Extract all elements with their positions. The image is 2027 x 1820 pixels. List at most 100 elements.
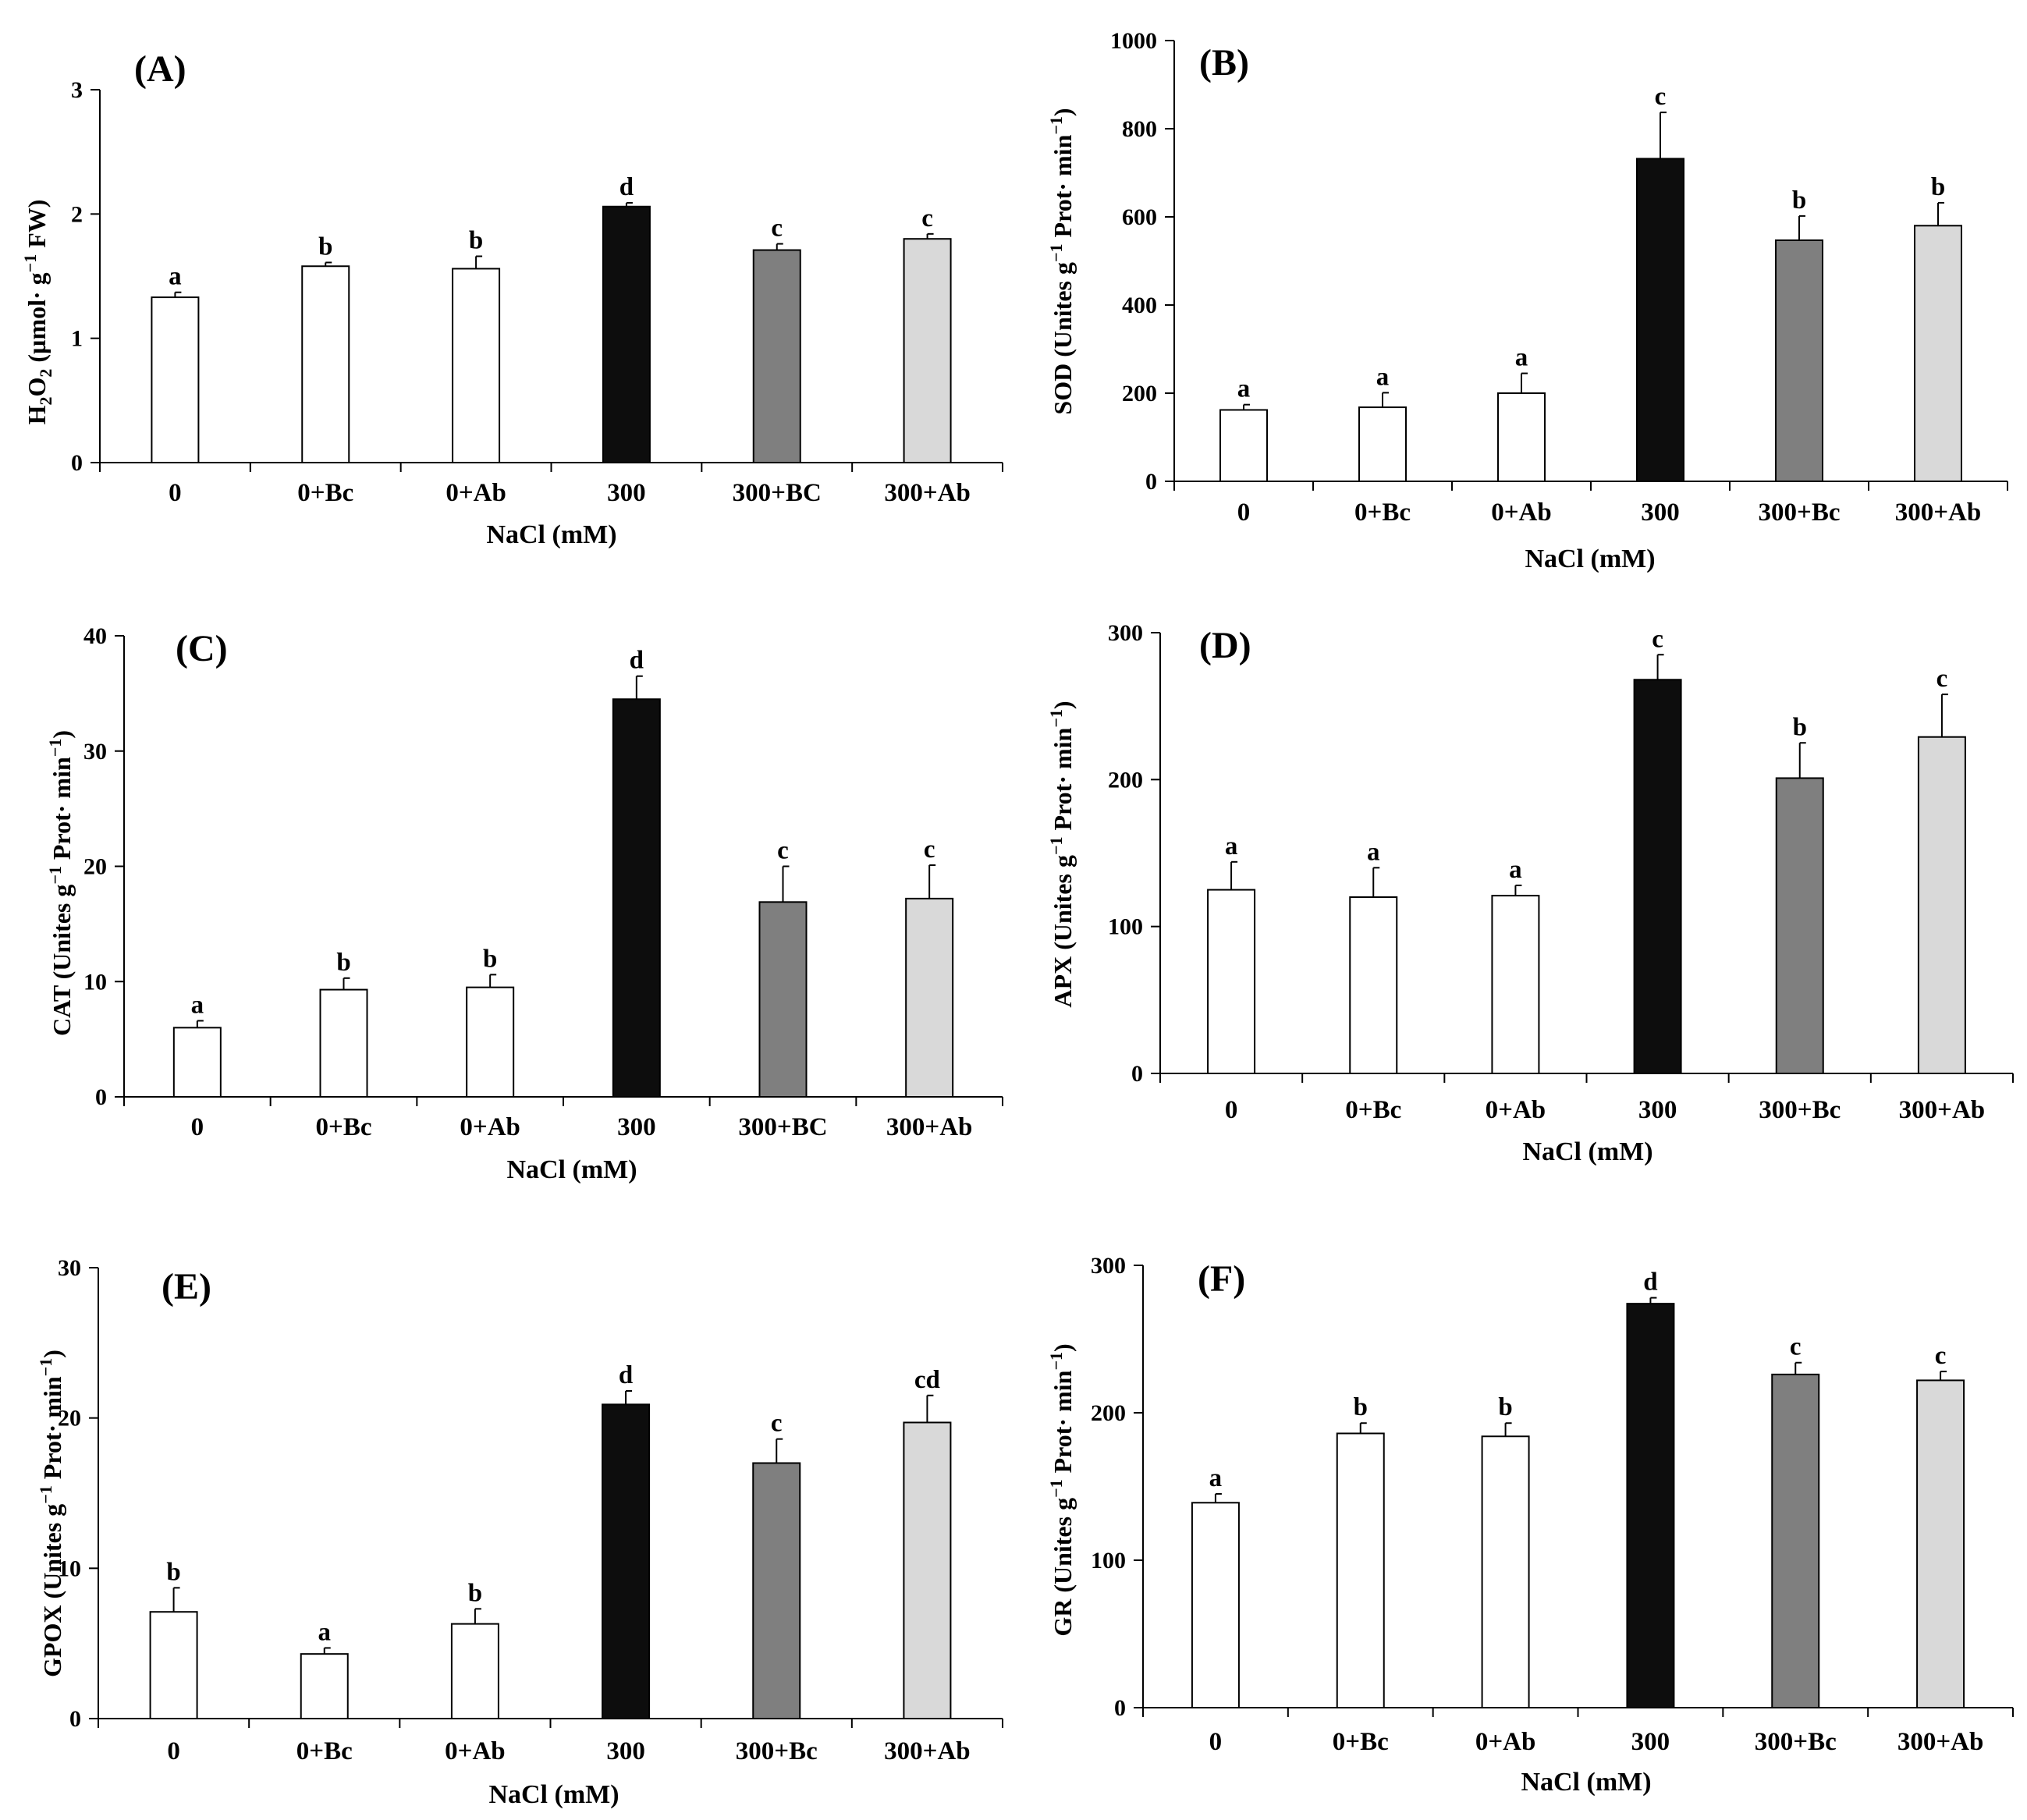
x-tick-label: 300	[1638, 1096, 1677, 1124]
bar	[1207, 889, 1256, 1075]
significance-letter: b	[166, 1558, 180, 1586]
y-tick-label: 800	[1122, 116, 1157, 142]
x-axis-label: NaCl (mM)	[1521, 1768, 1651, 1797]
bar	[319, 988, 368, 1098]
significance-letter: b	[483, 945, 497, 973]
y-tick-label: 0	[1131, 1061, 1143, 1087]
significance-letter: a	[1225, 832, 1238, 860]
x-tick-label: 0+Bc	[1333, 1728, 1389, 1756]
x-tick-label: 0+Bc	[296, 1737, 353, 1765]
x-tick-label: 0+Ab	[460, 1113, 520, 1141]
x-tick-label: 300	[606, 1737, 645, 1765]
y-axis-label: CAT (Unites g−1 Prot· min−1)	[45, 730, 76, 1036]
bar	[151, 296, 200, 463]
significance-letter: b	[318, 232, 332, 261]
y-tick-label: 0	[1145, 469, 1157, 495]
bar	[1636, 158, 1684, 482]
x-tick-label: 300+Ab	[886, 1113, 973, 1141]
significance-letter: b	[1498, 1393, 1512, 1421]
significance-letter: b	[1931, 173, 1945, 201]
x-tick-label: 0+Ab	[1491, 498, 1552, 527]
bar	[1771, 1373, 1820, 1708]
y-axis-label: GPOX (Unites g−1 Prot· min−1)	[36, 1350, 66, 1677]
x-tick-label: 0	[1225, 1096, 1238, 1124]
panel-e: (E) GPOX (Unites g−1 Prot· min−1) NaCl (…	[36, 1255, 1003, 1809]
panel-d: (D) APX (Unites g−1 Prot· min−1) NaCl (m…	[1046, 620, 2014, 1166]
y-tick-label: 100	[1091, 1548, 1126, 1573]
significance-letter: a	[318, 1618, 332, 1646]
significance-letter: c	[771, 215, 783, 243]
bar	[452, 268, 501, 463]
bar	[612, 698, 661, 1098]
significance-letter: b	[468, 1579, 482, 1607]
significance-letter: a	[1376, 363, 1390, 391]
bar	[758, 901, 808, 1098]
x-tick-label: 0+Bc	[316, 1113, 372, 1141]
panel-label: (E)	[162, 1266, 211, 1307]
y-tick-label: 300	[1108, 620, 1143, 646]
bar	[1219, 409, 1268, 482]
significance-letter: c	[921, 204, 933, 232]
panel-label: (C)	[176, 628, 228, 669]
x-axis-label: NaCl (mM)	[1522, 1137, 1652, 1166]
y-tick-label: 20	[83, 854, 107, 880]
bar	[172, 1027, 222, 1098]
significance-letter: c	[1655, 83, 1667, 111]
significance-letter: a	[1515, 344, 1528, 372]
bar	[149, 1611, 198, 1720]
bar	[1497, 392, 1546, 482]
x-tick-label: 0	[191, 1113, 204, 1141]
bar	[752, 249, 801, 463]
bar	[1775, 239, 1823, 482]
significance-letter: a	[1209, 1464, 1223, 1492]
bar	[300, 1653, 349, 1719]
bar	[1914, 225, 1962, 482]
y-axis-label: SOD (Unites g−1 Prot· min−1)	[1046, 108, 1077, 414]
y-tick-label: 200	[1122, 381, 1157, 406]
significance-letter: b	[1354, 1393, 1368, 1421]
bar	[1917, 736, 1966, 1074]
x-tick-label: 0+Bc	[297, 479, 353, 507]
bar	[905, 897, 954, 1098]
x-tick-label: 300	[1631, 1728, 1670, 1756]
bar	[1358, 406, 1407, 483]
x-tick-label: 0+Ab	[445, 1737, 506, 1765]
x-axis-label: NaCl (mM)	[506, 1155, 637, 1184]
x-tick-label: 300+BC	[738, 1113, 827, 1141]
bar	[1916, 1379, 1965, 1709]
bar	[301, 265, 350, 463]
significance-letter: b	[1792, 186, 1806, 215]
significance-letter: d	[630, 647, 644, 675]
y-axis-label: GR (Unites g−1 Prot· min−1)	[1046, 1343, 1077, 1636]
significance-letter: a	[169, 263, 182, 291]
x-tick-label: 0	[169, 479, 182, 507]
x-tick-label: 300+BC	[733, 479, 822, 507]
x-tick-label: 300+Bc	[736, 1737, 818, 1765]
significance-letter: d	[619, 173, 634, 201]
x-tick-label: 300+Ab	[884, 1737, 971, 1765]
x-tick-label: 0	[167, 1737, 180, 1765]
bar	[602, 1403, 651, 1719]
significance-letter: c	[777, 837, 789, 865]
significance-letter: a	[191, 991, 204, 1019]
bar	[1349, 896, 1398, 1074]
y-tick-label: 0	[95, 1084, 107, 1110]
bar	[1491, 895, 1540, 1075]
panel-c: (C) CAT (Unites g−1 Prot· min−1) NaCl (m…	[45, 623, 1003, 1184]
significance-letter: c	[924, 835, 935, 864]
x-tick-label: 0+Ab	[1475, 1728, 1536, 1756]
y-tick-label: 40	[83, 623, 107, 649]
y-tick-label: 10	[58, 1556, 81, 1581]
bar	[1481, 1435, 1530, 1708]
y-tick-label: 2	[71, 201, 83, 227]
x-tick-label: 300+Ab	[1897, 1728, 1984, 1756]
significance-letter: a	[1509, 856, 1522, 884]
y-tick-label: 30	[58, 1255, 81, 1281]
significance-letter: d	[619, 1361, 633, 1389]
significance-letter: d	[1643, 1268, 1657, 1297]
bar	[1633, 679, 1682, 1074]
significance-letter: a	[1237, 375, 1251, 403]
x-tick-label: 300	[607, 479, 646, 507]
significance-letter: c	[1652, 625, 1663, 653]
x-axis-label: NaCl (mM)	[486, 520, 616, 549]
